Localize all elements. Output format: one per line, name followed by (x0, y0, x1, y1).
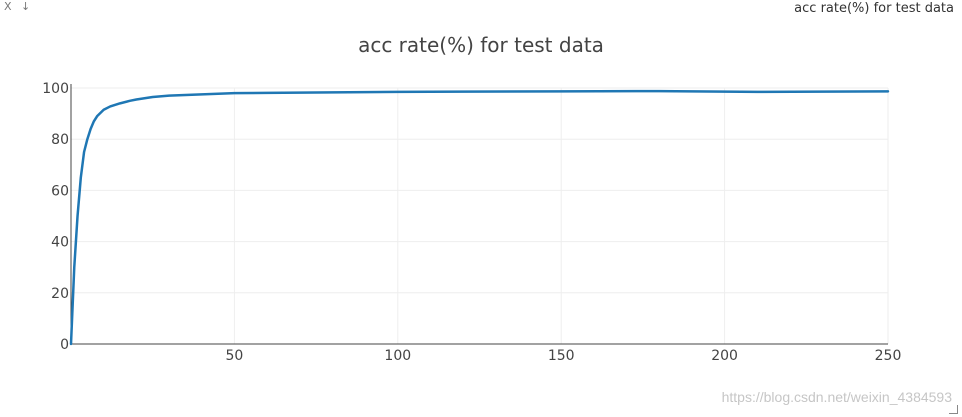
window-title: acc rate(%) for test data (794, 1, 954, 16)
y-tick-label: 0 (60, 337, 69, 353)
close-icon[interactable]: X (4, 0, 12, 13)
series-layer (69, 89, 890, 346)
y-tick-label: 80 (51, 132, 69, 148)
resize-handle-icon[interactable] (949, 405, 958, 414)
y-tick-label: 20 (51, 286, 69, 302)
watermark-text: https://blog.csdn.net/weixin_4384593 (721, 389, 952, 405)
y-tick-label: 100 (42, 81, 69, 97)
series-line (69, 89, 890, 346)
x-tick-label: 100 (384, 348, 411, 364)
window-controls: X ↓ (4, 0, 36, 13)
x-tick-label: 250 (875, 348, 902, 364)
x-tick-label: 150 (548, 348, 575, 364)
x-tick-label: 200 (711, 348, 738, 364)
axes (70, 84, 888, 345)
chart-title: acc rate(%) for test data (358, 33, 604, 57)
tick-labels: 0 20 40 60 80 100 50 100 150 200 250 (42, 81, 901, 364)
y-tick-label: 40 (51, 235, 69, 251)
y-tick-label: 60 (51, 183, 69, 199)
x-tick-label: 50 (225, 348, 243, 364)
download-icon[interactable]: ↓ (21, 0, 31, 13)
grid-lines (71, 87, 889, 344)
